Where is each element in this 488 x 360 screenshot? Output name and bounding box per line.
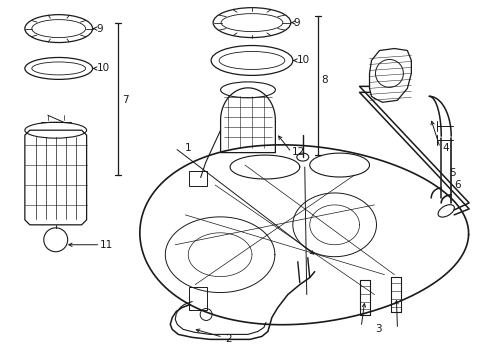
Text: 9: 9: [96, 24, 103, 33]
Text: 5: 5: [448, 168, 455, 178]
Text: 1: 1: [184, 143, 191, 153]
Text: 3: 3: [375, 324, 381, 334]
Text: 10: 10: [296, 55, 309, 66]
Text: 9: 9: [293, 18, 300, 28]
Text: 6: 6: [453, 180, 460, 190]
Text: 7: 7: [122, 95, 129, 105]
Text: 10: 10: [96, 63, 109, 73]
Text: 2: 2: [224, 334, 231, 345]
Text: 8: 8: [321, 75, 327, 85]
Text: 4: 4: [441, 143, 448, 153]
Text: 12: 12: [291, 147, 305, 157]
Text: 11: 11: [100, 240, 113, 250]
